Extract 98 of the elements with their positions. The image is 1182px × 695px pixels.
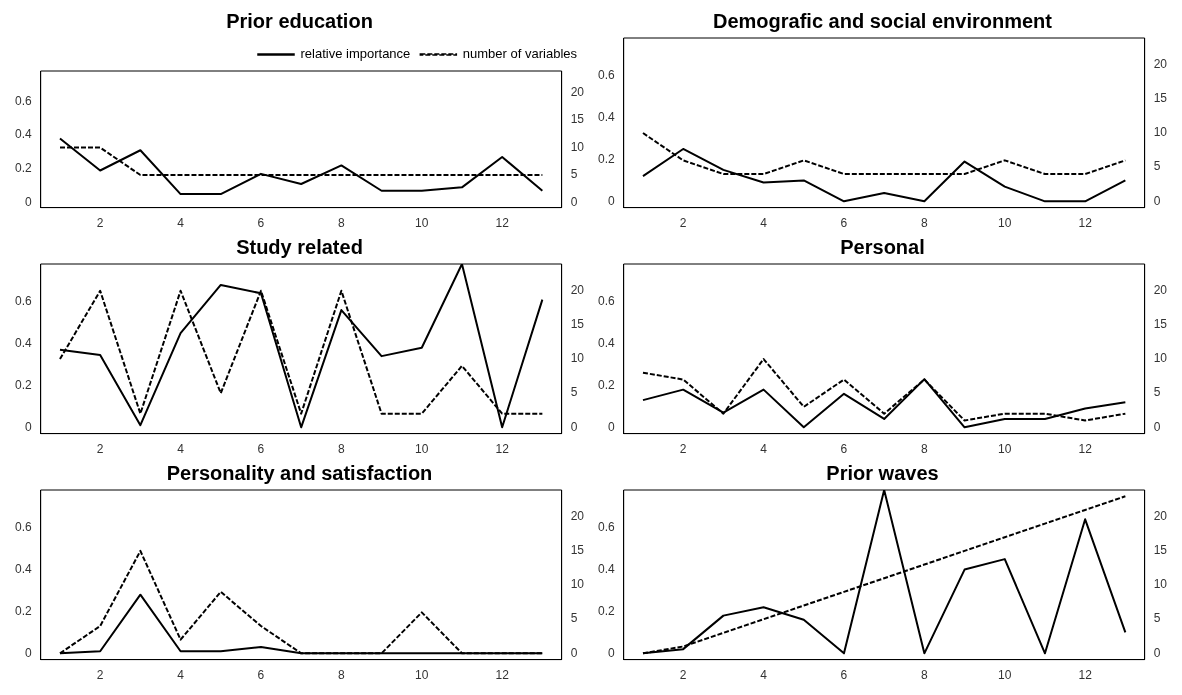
y2-tick-label: 0: [570, 419, 578, 434]
y2-tick-label: 10: [570, 351, 585, 366]
y2-tick-label: 10: [570, 139, 585, 154]
x-tick-label: 2: [96, 668, 104, 683]
chart-title: Study related: [236, 235, 363, 258]
x-tick-label: 2: [96, 442, 104, 457]
y2-tick-label: 0: [570, 194, 578, 209]
y-tick-label: 0.4: [597, 335, 615, 350]
y-tick-label: 0.6: [14, 93, 32, 108]
y2-tick-label: 15: [1153, 91, 1168, 106]
x-tick-label: 8: [338, 668, 346, 683]
legend-label: relative importance: [300, 46, 411, 62]
y2-tick-label: 5: [1153, 159, 1161, 174]
x-tick-label: 6: [840, 668, 848, 683]
y-tick-label: 0: [24, 645, 32, 660]
y-tick-label: 0.6: [597, 520, 615, 534]
y2-tick-label: 0: [570, 645, 578, 660]
x-tick-label: 12: [495, 216, 510, 231]
y2-tick-label: 5: [1153, 611, 1161, 626]
x-tick-label: 6: [840, 442, 848, 457]
chart-title: Prior waves: [826, 461, 939, 484]
y-tick-label: 0.2: [597, 151, 615, 166]
y-tick-label: 0.2: [597, 377, 615, 392]
x-tick-label: 4: [760, 668, 768, 683]
x-tick-label: 4: [177, 442, 185, 457]
y2-tick-label: 20: [570, 283, 585, 298]
x-tick-label: 8: [338, 442, 346, 457]
y-tick-label: 0.2: [14, 161, 32, 176]
y-tick-label: 0.2: [597, 603, 615, 618]
x-tick-label: 8: [921, 668, 929, 683]
x-tick-label: 12: [1078, 668, 1093, 683]
y-tick-label: 0: [607, 193, 615, 208]
x-tick-label: 4: [760, 442, 768, 457]
y-tick-label: 0.4: [597, 109, 615, 124]
y2-tick-label: 10: [1153, 351, 1168, 366]
x-tick-label: 2: [679, 442, 687, 457]
x-tick-label: 6: [257, 216, 265, 231]
x-tick-label: 10: [998, 442, 1012, 457]
x-tick-label: 8: [338, 216, 346, 231]
chart-title: Personality and satisfaction: [166, 461, 433, 484]
y2-tick-label: 15: [1153, 317, 1168, 332]
y-tick-label: 0: [24, 419, 32, 434]
y2-tick-label: 10: [570, 577, 585, 592]
y2-tick-label: 20: [1153, 509, 1168, 524]
y-tick-label: 0.6: [597, 294, 615, 308]
chart-title: Demografic and social environment: [713, 9, 1053, 32]
y-tick-label: 0.4: [14, 127, 32, 142]
y-tick-label: 0.6: [14, 520, 32, 534]
y-tick-label: 0: [607, 645, 615, 660]
y2-tick-label: 15: [570, 543, 585, 558]
chart-title: Prior education: [226, 9, 373, 32]
chart-title: Personal: [840, 235, 925, 258]
x-tick-label: 6: [257, 668, 265, 683]
x-tick-label: 12: [495, 668, 510, 683]
y2-tick-label: 20: [570, 509, 585, 524]
y2-tick-label: 15: [570, 112, 585, 127]
x-tick-label: 10: [415, 216, 429, 231]
y2-tick-label: 10: [1153, 125, 1168, 140]
x-tick-label: 6: [257, 442, 265, 457]
y-tick-label: 0.2: [14, 603, 32, 618]
x-tick-label: 12: [1078, 442, 1093, 457]
y-tick-label: 0.4: [14, 561, 32, 576]
x-tick-label: 4: [177, 216, 185, 231]
x-tick-label: 10: [998, 668, 1012, 683]
y2-tick-label: 15: [1153, 543, 1168, 558]
x-tick-label: 2: [679, 216, 687, 231]
x-tick-label: 10: [998, 216, 1012, 231]
y2-tick-label: 10: [1153, 577, 1168, 592]
x-tick-label: 2: [96, 216, 104, 231]
y2-tick-label: 0: [1153, 419, 1161, 434]
y2-tick-label: 5: [570, 385, 578, 400]
y2-tick-label: 15: [570, 317, 585, 332]
y2-tick-label: 0: [1153, 193, 1161, 208]
x-tick-label: 2: [679, 668, 687, 683]
y-tick-label: 0.4: [14, 335, 32, 350]
y2-tick-label: 20: [1153, 283, 1168, 298]
x-tick-label: 12: [495, 442, 510, 457]
x-tick-label: 4: [177, 668, 185, 683]
x-tick-label: 10: [415, 668, 429, 683]
x-tick-label: 4: [760, 216, 768, 231]
y-tick-label: 0.2: [14, 377, 32, 392]
y-tick-label: 0: [24, 194, 32, 209]
y2-tick-label: 5: [570, 167, 578, 182]
y2-tick-label: 20: [1153, 57, 1168, 72]
x-tick-label: 10: [415, 442, 429, 457]
x-tick-label: 8: [921, 216, 929, 231]
x-tick-label: 8: [921, 442, 929, 457]
x-tick-label: 6: [840, 216, 848, 231]
y2-tick-label: 5: [1153, 385, 1161, 400]
y2-tick-label: 0: [1153, 645, 1161, 660]
y-tick-label: 0.6: [14, 294, 32, 308]
y-tick-label: 0.6: [597, 68, 615, 82]
y-tick-label: 0: [607, 419, 615, 434]
y-tick-label: 0.4: [597, 561, 615, 576]
y2-tick-label: 20: [570, 84, 585, 99]
x-tick-label: 12: [1078, 216, 1093, 231]
legend-label: number of variables: [462, 46, 578, 62]
y2-tick-label: 5: [570, 611, 578, 626]
